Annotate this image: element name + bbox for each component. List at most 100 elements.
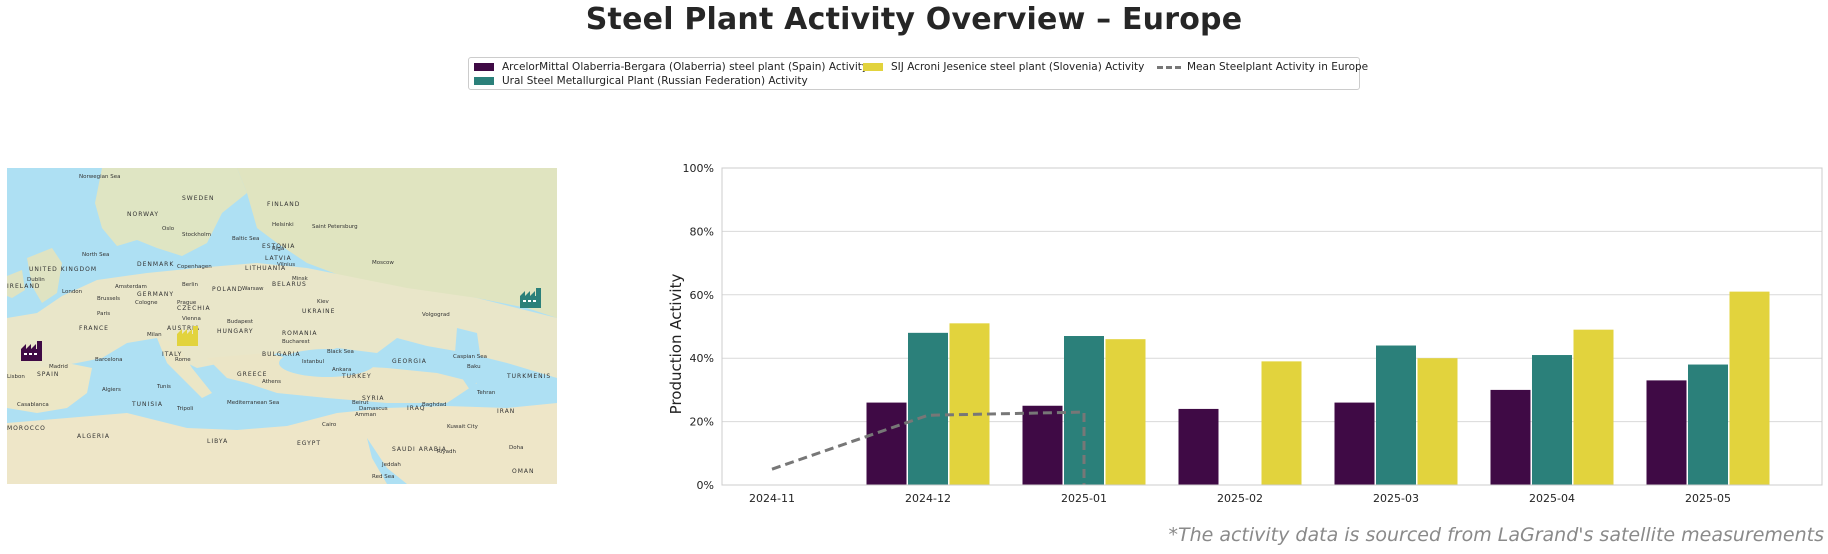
map-country-label: ESTONIA [262,243,295,250]
map-country-label: UKRAINE [302,308,335,315]
bar-slovenia [1105,339,1146,485]
map-country-label: NORWAY [127,211,159,218]
page-title: Steel Plant Activity Overview – Europe [585,2,1243,37]
bar-spain [1646,380,1687,485]
map-city-label: Casablanca [17,402,49,408]
chart-mean-line [771,410,1086,485]
map-country-label: AUSTRIA [167,325,200,332]
chart-legend: ArcelorMittal Olaberria-Bergara (Olaberr… [468,57,1368,90]
europe-map-graphic: SWEDEN FINLAND NORWAY ESTONIA LATVIA LIT… [7,168,557,484]
map-city-label: Vienna [182,316,201,322]
map-city-label: Kuwait City [447,424,479,430]
legend-item-spain: ArcelorMittal Olaberria-Bergara (Olaberr… [474,61,868,73]
map-city-label: Warsaw [242,286,264,292]
map-country-label: POLAND [212,286,243,293]
map-city-label: Amman [355,412,377,418]
legend-swatch-spain [474,63,494,71]
factory-icon-spain[interactable] [21,341,42,361]
map-city-label: Copenhagen [177,264,212,270]
map-country-label: GERMANY [137,291,174,298]
map-city-label: Berlin [182,282,198,288]
map-country-label: LIBYA [207,438,228,445]
bar-slovenia [1729,291,1770,485]
map-red-sea [367,438,407,484]
legend-label-russia: Ural Steel Metallurgical Plant (Russian … [502,75,808,87]
map-city-label: Barcelona [95,357,122,363]
bar-spain [1178,408,1219,485]
factory-icon-russia[interactable] [520,288,541,308]
map-sea-label: Black Sea [327,349,354,355]
map-city-label: Helsinki [272,222,294,228]
map-country-label: CZECHIA [177,305,211,312]
bar-spain [866,402,907,485]
y-tick-label: 100% [683,162,714,175]
x-tick-label: 2024-12 [905,492,951,505]
chart-x-ticks: 2024-11 2024-12 2025-01 2025-02 2025-03 2025-… [749,492,1731,505]
bar-russia [1688,364,1728,485]
map-sea-label: North Sea [82,252,109,258]
x-tick-label: 2025-04 [1529,492,1575,505]
map-city-label: Rome [175,357,191,363]
map-country-label: SYRIA [362,395,385,402]
bar-spain [1334,402,1375,485]
map-country-label: FRANCE [79,325,109,332]
map-city-label: Lisbon [7,374,25,380]
map-city-label: Beirut [352,400,369,406]
map-city-label: Istanbul [302,359,324,365]
europe-map: SWEDEN FINLAND NORWAY ESTONIA LATVIA LIT… [7,168,557,484]
map-land-turkey [207,353,477,403]
map-country-label: TUNISIA [131,401,163,408]
map-city-label: Prague [177,300,197,306]
map-city-label: Volgograd [422,312,450,318]
factory-icon-slovenia[interactable] [177,326,198,346]
map-city-label: Riyadh [437,449,456,455]
map-city-label: Amsterdam [115,284,147,290]
map-city-label: Moscow [372,260,394,266]
map-country-label: GREECE [237,371,267,378]
bar-slovenia [1573,329,1614,485]
map-country-label: ALGERIA [77,433,110,440]
bar-slovenia [1261,361,1302,485]
legend-swatch-slovenia [863,63,883,71]
map-city-label: Algiers [102,387,121,393]
map-country-label: DENMARK [137,261,174,268]
map-country-label: OMAN [512,468,535,475]
map-city-label: Jeddah [381,462,401,468]
map-city-label: Bucharest [282,339,311,345]
legend-swatch-russia [474,77,494,85]
map-land-ireland [7,270,25,298]
map-city-label: Athens [262,379,281,385]
map-land-europe [7,263,557,378]
map-city-label: Damascus [359,406,388,412]
legend-label-slovenia: SIJ Acroni Jesenice steel plant (Sloveni… [891,61,1145,73]
chart-y-axis-label: Production Activity [667,274,685,415]
map-land-uk [27,248,62,303]
map-city-label: Minsk [292,276,309,282]
map-land-scandinavia [95,168,247,256]
map-city-label: Riga [272,246,284,252]
map-sea-label: Baltic Sea [232,236,259,242]
map-country-label: TURKEY [341,373,372,380]
bar-slovenia [949,323,990,485]
map-country-label: IRAQ [407,405,425,412]
map-country-label: ROMANIA [282,330,318,337]
y-tick-label: 80% [690,225,714,238]
map-land-africa [7,403,557,484]
bar-spain [1022,405,1063,485]
map-city-label: Ankara [332,367,351,373]
bar-russia [1376,345,1416,485]
map-land-italy [157,338,212,398]
bar-russia [908,332,948,485]
x-tick-label: 2025-03 [1373,492,1419,505]
map-city-label: Saint Petersburg [312,224,358,230]
map-country-label: SAUDI ARABIA [392,446,447,453]
map-city-label: Baghdad [422,402,446,408]
map-country-label: SPAIN [37,371,59,378]
map-country-label: GEORGIA [392,358,427,365]
mean-activity-line [771,410,1086,485]
legend-item-mean: Mean Steelplant Activity in Europe [1157,61,1368,73]
x-tick-label: 2025-02 [1217,492,1263,505]
y-tick-label: 40% [690,352,714,365]
x-tick-label: 2025-01 [1061,492,1107,505]
